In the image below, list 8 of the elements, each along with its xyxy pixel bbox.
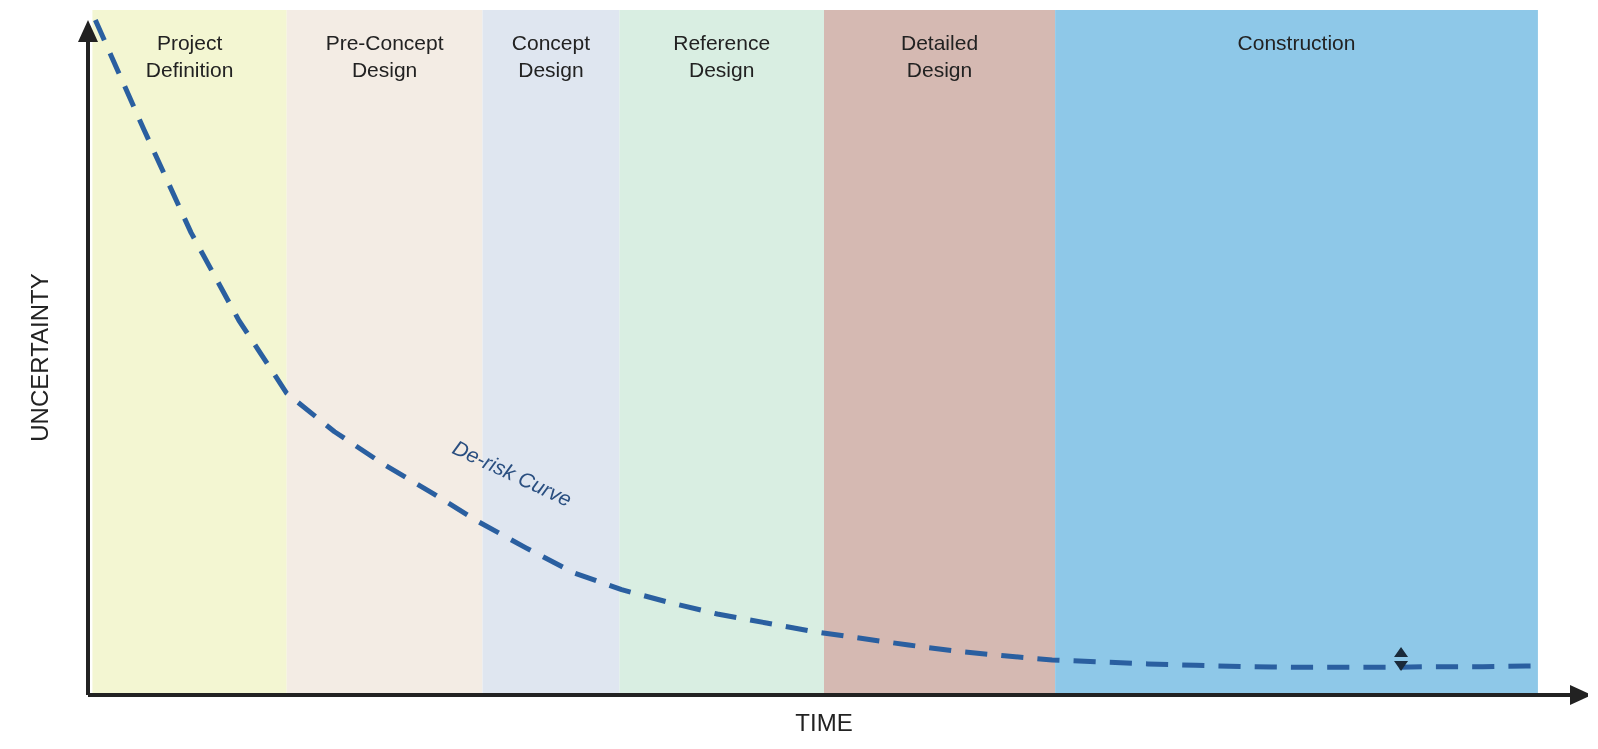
x-axis-title: TIME — [795, 709, 853, 736]
annotation: Project Definition — [145, 31, 234, 81]
annotation: Pre-Concept Design — [325, 31, 444, 81]
annotation: Detailed Design — [901, 31, 979, 81]
y-axis-title: UNCERTAINTY — [26, 273, 53, 442]
annotation: Concept Design — [511, 31, 591, 81]
annotation: Reference Design — [673, 31, 771, 81]
annotation: Construction — [1237, 31, 1356, 54]
